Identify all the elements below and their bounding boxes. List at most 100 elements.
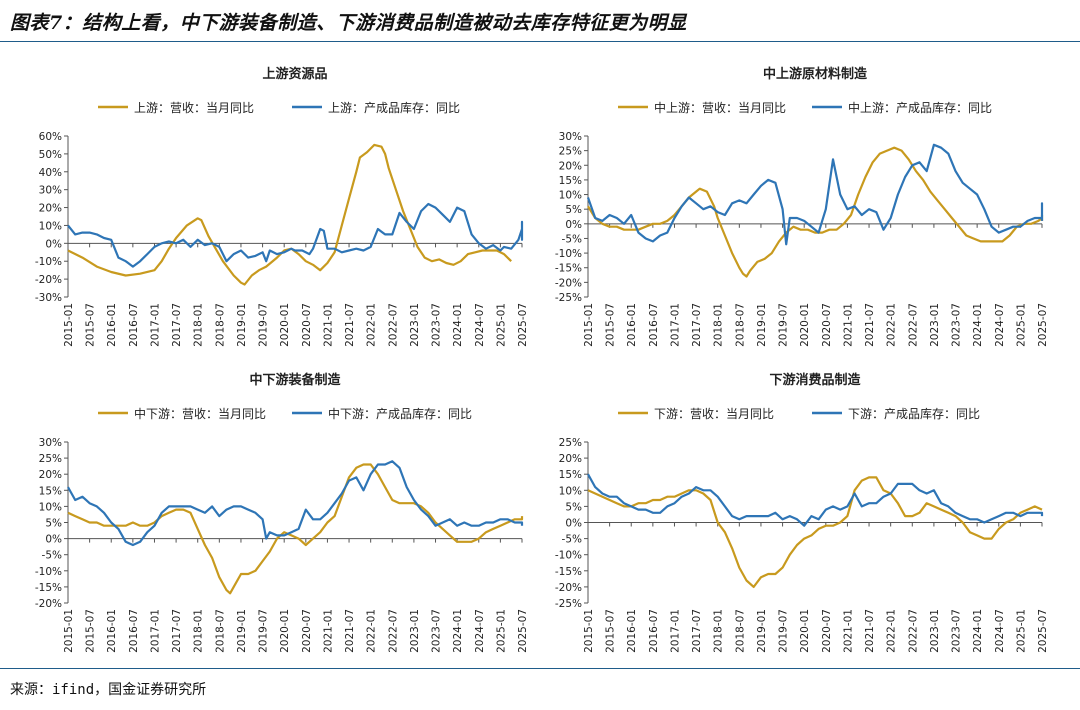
chart-title: 下游消费品制造 bbox=[769, 372, 861, 388]
chart-title: 上游资源品 bbox=[262, 66, 327, 82]
chart-midupstream-materials: 中上游原材料制造 中上游：营收：当月同比 中上游：产成品库存：同比 30% 25% 20%… bbox=[540, 60, 1060, 360]
x-tick-label: 2024-01 bbox=[972, 609, 984, 653]
x-tick-label: 2022-07 bbox=[907, 609, 919, 653]
x-tick-label: 2017-07 bbox=[691, 609, 703, 653]
x-tick-label: 2020-07 bbox=[301, 303, 313, 347]
y-tick-label: 15% bbox=[39, 485, 62, 497]
y-tick-label: -10% bbox=[35, 256, 62, 268]
x-tick-label: 2022-01 bbox=[366, 303, 378, 347]
x-tick-label: 2015-01 bbox=[63, 609, 75, 653]
x-tick-label: 2024-01 bbox=[972, 303, 984, 347]
x-tick-label: 2018-01 bbox=[193, 609, 205, 653]
y-tick-label: 20% bbox=[39, 469, 62, 481]
x-tick-label: 2024-01 bbox=[452, 609, 464, 653]
y-tick-label: 5% bbox=[565, 204, 582, 216]
x-tick-label: 2018-07 bbox=[734, 609, 746, 653]
revenue-series-line bbox=[67, 463, 524, 595]
y-tick-label: 5% bbox=[45, 518, 62, 530]
x-tick-label: 2025-01 bbox=[495, 303, 507, 347]
x-tick-label: 2020-01 bbox=[279, 303, 291, 347]
x-tick-label: 2017-07 bbox=[691, 303, 703, 347]
x-tick-label: 2016-01 bbox=[626, 303, 638, 347]
x-tick-label: 2019-01 bbox=[756, 609, 768, 653]
x-tick-label: 2015-07 bbox=[85, 609, 97, 653]
x-tick-label: 2019-01 bbox=[236, 609, 248, 653]
legend-label: 下游：营收：当月同比 bbox=[654, 407, 774, 421]
x-tick-label: 2021-01 bbox=[842, 609, 854, 653]
x-tick-label: 2020-01 bbox=[799, 303, 811, 347]
x-tick-label: 2018-07 bbox=[214, 609, 226, 653]
x-tick-label: 2017-01 bbox=[149, 609, 161, 653]
x-tick-label: 2025-01 bbox=[1015, 609, 1027, 653]
y-tick-label: 60% bbox=[39, 131, 62, 143]
y-tick-label: 30% bbox=[39, 185, 62, 197]
x-tick-label: 2025-01 bbox=[495, 609, 507, 653]
x-tick-label: 2022-07 bbox=[387, 609, 399, 653]
x-tick-label: 2023-07 bbox=[951, 609, 963, 653]
x-tick-label: 2023-07 bbox=[431, 609, 443, 653]
inventory-series-line bbox=[67, 202, 524, 268]
y-tick-label: -30% bbox=[35, 292, 62, 304]
legend-label: 中下游：营收：当月同比 bbox=[134, 406, 266, 421]
y-tick-label: -20% bbox=[35, 598, 62, 610]
x-tick-label: 2022-01 bbox=[886, 609, 898, 653]
legend-label: 上游：营收：当月同比 bbox=[134, 101, 254, 115]
x-tick-label: 2023-01 bbox=[929, 609, 941, 653]
x-tick-label: 2023-01 bbox=[929, 303, 941, 347]
x-tick-label: 2017-07 bbox=[171, 609, 183, 653]
y-tick-label: -10% bbox=[35, 566, 62, 578]
x-tick-label: 2020-07 bbox=[821, 609, 833, 653]
legend-label: 上游：产成品库存：同比 bbox=[328, 100, 460, 115]
x-tick-label: 2019-07 bbox=[258, 303, 270, 347]
y-tick-label: 15% bbox=[559, 469, 582, 481]
x-tick-label: 2021-07 bbox=[344, 303, 356, 347]
y-tick-label: 20% bbox=[39, 203, 62, 215]
x-tick-label: 2017-01 bbox=[669, 303, 681, 347]
y-tick-label: 25% bbox=[39, 453, 62, 465]
y-tick-label: -5% bbox=[562, 534, 582, 546]
x-tick-label: 2017-07 bbox=[171, 303, 183, 347]
x-tick-label: 2021-01 bbox=[842, 303, 854, 347]
x-tick-label: 2022-01 bbox=[886, 303, 898, 347]
x-tick-label: 2023-01 bbox=[409, 609, 421, 653]
x-tick-label: 2015-07 bbox=[605, 609, 617, 653]
x-tick-label: 2018-01 bbox=[193, 303, 205, 347]
x-tick-label: 2024-07 bbox=[474, 303, 486, 347]
y-tick-label: -5% bbox=[562, 233, 582, 245]
header-rule bbox=[0, 41, 1080, 42]
y-tick-label: -15% bbox=[555, 263, 582, 275]
source-note: 来源：ifind，国金证券研究所 bbox=[10, 682, 207, 698]
y-tick-label: 40% bbox=[39, 167, 62, 179]
chart-title: 中上游原材料制造 bbox=[763, 66, 868, 82]
y-tick-label: -25% bbox=[555, 292, 582, 304]
chart-middownstream-equipment: 中下游装备制造 中下游：营收：当月同比 中下游：产成品库存：同比 30% 25% 20% 1… bbox=[20, 366, 540, 666]
inventory-series-line bbox=[586, 143, 1044, 246]
x-tick-label: 2018-01 bbox=[713, 609, 725, 653]
x-tick-label: 2016-07 bbox=[648, 303, 660, 347]
y-tick-label: 20% bbox=[559, 160, 582, 172]
legend-label: 中上游：产成品库存：同比 bbox=[848, 100, 992, 115]
x-tick-label: 2024-07 bbox=[994, 303, 1006, 347]
x-tick-label: 2019-07 bbox=[258, 609, 270, 653]
y-tick-label: -5% bbox=[42, 550, 62, 562]
revenue-series-line bbox=[587, 476, 1043, 588]
x-tick-label: 2024-01 bbox=[452, 303, 464, 347]
x-tick-label: 2017-01 bbox=[669, 609, 681, 653]
y-tick-label: -10% bbox=[555, 248, 582, 260]
y-tick-label: 10% bbox=[39, 501, 62, 513]
revenue-series-line bbox=[67, 143, 512, 286]
chart-downstream-consumer: 下游消费品制造 下游：营收：当月同比 下游：产成品库存：同比 25% 20% 15% 10%… bbox=[540, 366, 1060, 666]
x-tick-label: 2015-07 bbox=[85, 303, 97, 347]
x-tick-label: 2022-07 bbox=[387, 303, 399, 347]
x-tick-label: 2015-07 bbox=[605, 303, 617, 347]
x-tick-label: 2015-01 bbox=[583, 609, 595, 653]
inventory-series-line bbox=[67, 460, 524, 547]
x-tick-label: 2019-07 bbox=[778, 609, 790, 653]
y-tick-label: -25% bbox=[555, 598, 582, 610]
y-tick-label: 5% bbox=[565, 501, 582, 513]
x-tick-label: 2021-01 bbox=[322, 303, 334, 347]
x-tick-label: 2016-01 bbox=[626, 609, 638, 653]
